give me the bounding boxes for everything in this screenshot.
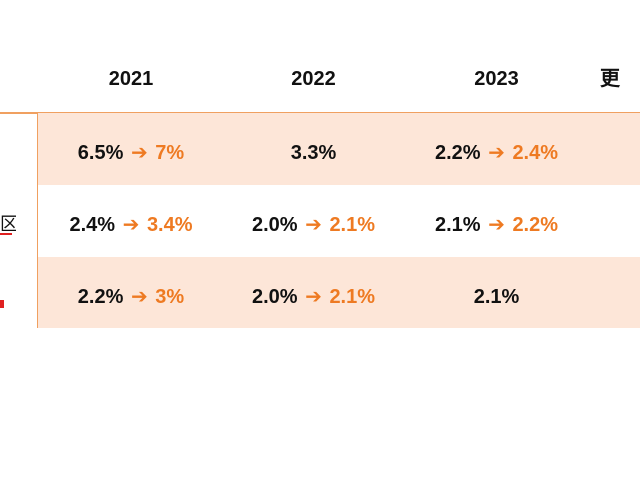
- value-to: 2.4%: [512, 142, 559, 164]
- cell-2022: 3.3%: [222, 113, 405, 185]
- header-2023: 2023: [474, 68, 519, 90]
- value-from: 2.0%: [251, 214, 298, 236]
- value-from: 2.2%: [77, 286, 124, 308]
- header-2021: 2021: [108, 68, 154, 90]
- header-2022: 2022: [291, 68, 336, 90]
- row-label-2-text: 区: [0, 214, 16, 234]
- row-label-2: 区: [0, 185, 16, 257]
- right-arrow-icon: ➔: [488, 142, 505, 164]
- row-label-divider: [37, 113, 38, 328]
- value-from: 2.1%: [473, 286, 520, 308]
- table-row: 6.5% ➔ 7% 3.3% 2.2% ➔ 2.4%: [0, 113, 640, 185]
- row-background: [38, 257, 640, 328]
- value-to: 2.2%: [512, 214, 559, 236]
- row-background: [38, 113, 640, 185]
- spellcheck-underline: [0, 233, 12, 235]
- table-row: 2.4% ➔ 3.4% 2.0% ➔ 2.1% 2.1% ➔ 2.2%: [0, 185, 640, 257]
- cell-2023: 2.1% ➔ 2.2%: [405, 185, 588, 257]
- cell-2021: 6.5% ➔ 7%: [40, 113, 222, 185]
- table-header-row: 2021 2022 2023 更: [0, 40, 640, 114]
- cell-2021: 2.2% ➔ 3%: [40, 257, 222, 329]
- value-from: 2.0%: [251, 286, 298, 308]
- value-to: 2.1%: [329, 214, 376, 236]
- right-arrow-icon: ➔: [122, 214, 140, 236]
- cell-2022: 2.0% ➔ 2.1%: [222, 257, 405, 329]
- spellcheck-underline-fragment: [0, 300, 4, 308]
- right-arrow-icon: ➔: [305, 214, 322, 236]
- value-to: 3%: [155, 286, 185, 308]
- value-from: 3.3%: [290, 142, 337, 164]
- value-from: 2.4%: [69, 214, 116, 236]
- value-from: 2.1%: [434, 214, 481, 236]
- right-arrow-icon: ➔: [488, 214, 505, 236]
- header-truncated: 更: [600, 68, 620, 90]
- cell-2023: 2.2% ➔ 2.4%: [405, 113, 588, 185]
- right-arrow-icon: ➔: [130, 286, 148, 308]
- table-row: 2.2% ➔ 3% 2.0% ➔ 2.1% 2.1%: [0, 257, 640, 328]
- value-from: 2.2%: [434, 142, 481, 164]
- right-arrow-icon: ➔: [305, 286, 322, 308]
- right-arrow-icon: ➔: [130, 142, 148, 164]
- value-to: 7%: [155, 142, 185, 164]
- value-to: 2.1%: [329, 286, 376, 308]
- cell-2023: 2.1%: [405, 257, 588, 329]
- cell-2022: 2.0% ➔ 2.1%: [222, 185, 405, 257]
- value-to: 3.4%: [146, 214, 193, 236]
- value-from: 6.5%: [77, 142, 124, 164]
- cell-2021: 2.4% ➔ 3.4%: [40, 185, 222, 257]
